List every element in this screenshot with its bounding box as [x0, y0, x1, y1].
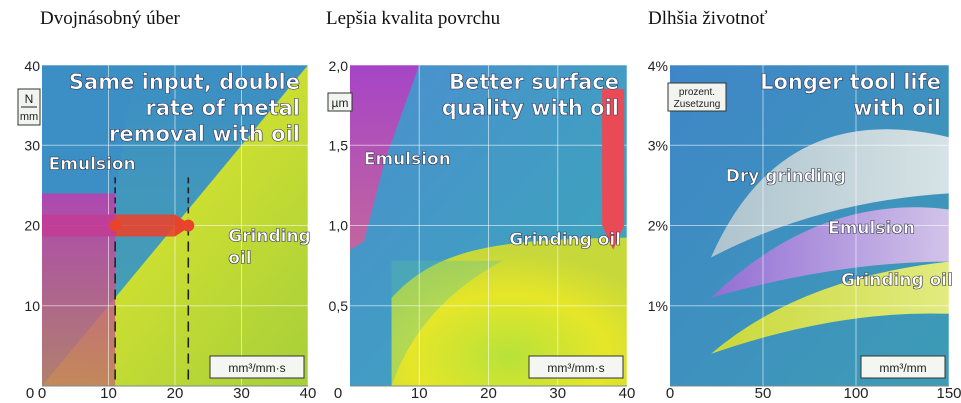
series-label: Dry grinding — [726, 166, 846, 186]
y-tick-label: 30 — [24, 137, 40, 153]
series-label: Emulsion — [364, 150, 451, 170]
chart-title-line: Same input, double — [69, 70, 300, 94]
x-unit-label: mm³/mm·s — [547, 361, 604, 375]
x-unit-label: mm³/mm·s — [228, 361, 285, 375]
chart-title-line: quality with oil — [442, 96, 619, 120]
y-tick-label: 1,5 — [329, 137, 349, 153]
series-label: Grinding oil — [841, 271, 953, 291]
series-grinding-oil-area — [391, 237, 627, 386]
x-tick-label: 30 — [233, 385, 250, 402]
x-tick-label: 0 — [26, 385, 34, 402]
caption-1: Dvojnásobný úber — [40, 8, 180, 29]
chart-tool-life: 0 50 100 150 1% 2% 3% 4% prozent.Zusetzung mm³/mm… — [648, 58, 961, 402]
series-emulsion-band — [710, 207, 949, 298]
x-unit-box — [860, 355, 946, 379]
caption-3: Dlhšia životnoť — [648, 8, 768, 29]
surface-arrow-head — [602, 225, 625, 250]
x-tick-label: 0 — [38, 385, 46, 402]
x-unit-label: mm³/mm — [879, 361, 926, 375]
data-marker — [182, 219, 195, 232]
x-unit-box — [209, 355, 305, 379]
x-tick-label: 20 — [167, 385, 184, 402]
unit-label-line2: Zusetzung — [674, 99, 721, 110]
series-label: Grinding — [228, 227, 311, 247]
caption-2: Lepšia kvalita povrchu — [326, 8, 501, 29]
series-emulsion-area — [350, 65, 420, 250]
chart-double-removal: 0 10 20 30 40 0 10 20 30 40 Nmm mm³/mm·s Same input,… — [17, 58, 317, 402]
x-tick-label: 150 — [936, 385, 961, 402]
series-label: oil — [228, 249, 251, 269]
x-tick-label: 100 — [843, 385, 868, 402]
chart-title-line: Better surface — [449, 70, 619, 94]
x-tick-label: 40 — [300, 385, 317, 402]
y-tick-label: 2,0 — [329, 58, 349, 74]
removal-arrow-emulsion-part — [42, 214, 116, 237]
y-tick-label: 10 — [24, 298, 40, 314]
y-tick-label: 3% — [648, 137, 668, 153]
unit-label-denominator: mm — [20, 111, 38, 123]
y-tick-label: 20 — [24, 218, 40, 234]
series-grinding-oil-band — [710, 261, 949, 354]
y-tick-label: 1% — [648, 298, 668, 314]
series-emulsion-area — [42, 193, 116, 386]
y-tick-label: 2% — [648, 218, 668, 234]
x-tick-label: 50 — [755, 385, 772, 402]
y-tick-label: 0,5 — [329, 298, 349, 314]
x-tick-label: 20 — [480, 385, 497, 402]
series-label: Emulsion — [828, 219, 915, 239]
chart-surface-quality: 10 20 30 40 0 0,5 1,0 1,5 2,0 µm mm³/mm·s Better su… — [327, 58, 636, 402]
x-tick-label: 10 — [411, 385, 428, 402]
series-label: Emulsion — [49, 154, 136, 174]
unit-box — [667, 82, 727, 112]
y-tick-label: 4% — [648, 58, 668, 74]
unit-box — [327, 92, 353, 112]
x-tick-label: 10 — [100, 385, 117, 402]
chart-title-line: removal with oil — [109, 122, 300, 146]
x-unit-box — [528, 355, 624, 379]
unit-label-numerator: N — [25, 92, 34, 106]
chart-title-line: Longer tool life — [760, 70, 941, 94]
series-label: Grinding oil — [509, 230, 621, 250]
x-tick-label: 40 — [619, 385, 636, 402]
x-tick-label: 0 — [334, 385, 342, 402]
unit-label-line1: prozent. — [679, 87, 715, 98]
x-tick-label: 30 — [549, 385, 566, 402]
surface-arrow-shaft — [602, 89, 625, 226]
data-marker — [109, 219, 122, 232]
chart-title-line: rate of metal — [145, 96, 300, 120]
chart-title-line: with oil — [853, 96, 941, 120]
x-tick-label: 0 — [666, 385, 674, 402]
y-tick-label: 1,0 — [329, 218, 349, 234]
emulsion-upper-mask — [42, 65, 136, 194]
y-tick-label: 40 — [24, 58, 40, 74]
unit-label: µm — [332, 96, 349, 110]
